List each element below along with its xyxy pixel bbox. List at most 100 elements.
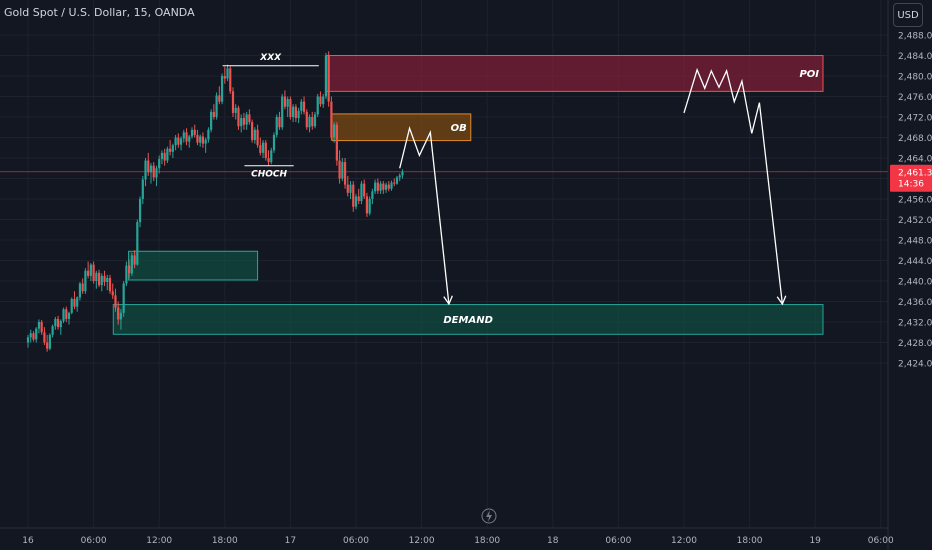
candle-down	[223, 66, 226, 84]
candle-down	[147, 152, 150, 176]
candle-body	[297, 110, 300, 119]
candle-up	[125, 261, 128, 287]
candle-body	[81, 283, 84, 292]
candle-up	[54, 316, 57, 330]
candle-body	[117, 307, 120, 320]
candle-body	[327, 55, 330, 102]
candle-down	[108, 274, 112, 294]
current-price-tag	[890, 164, 932, 192]
candle-body	[343, 162, 347, 185]
candle-down	[201, 132, 205, 148]
candle-body	[261, 142, 265, 153]
candle-up	[390, 180, 393, 191]
candle-up	[333, 122, 336, 143]
candle-up	[297, 107, 300, 124]
candle-up	[76, 296, 79, 312]
candle-up	[275, 114, 278, 138]
candle-body	[360, 183, 363, 202]
candle-body	[125, 265, 128, 284]
time-axis[interactable]: 16 06:00 12:00 18:00 17 06:00 12:00 18:00 18 06:0…	[0, 527, 894, 546]
candle-up	[371, 188, 374, 205]
candle-body	[341, 162, 344, 179]
candle-down	[32, 331, 35, 342]
candle-body	[87, 270, 90, 276]
candle-body	[365, 196, 369, 214]
candle-down	[229, 65, 232, 94]
candle-body	[234, 107, 237, 113]
candle-down	[81, 278, 84, 294]
candle-body	[278, 117, 281, 128]
candle-body	[357, 196, 360, 202]
candle-body	[188, 136, 191, 142]
time-tick-label: 06:00	[81, 536, 107, 546]
time-tick-label: 18	[547, 536, 559, 546]
candle-body	[313, 114, 317, 127]
candle-up	[138, 196, 142, 228]
candle-up	[37, 319, 41, 334]
price-tick-label: 2,464.000	[898, 155, 932, 165]
candle-body	[333, 124, 336, 138]
candle-body	[218, 95, 221, 102]
replay-bolt-icon[interactable]	[481, 508, 497, 524]
candle-down	[111, 283, 114, 299]
candle-up	[136, 219, 139, 266]
candle-down	[393, 178, 396, 187]
candle-body	[379, 183, 382, 191]
zone-demand	[112, 304, 824, 335]
candle-down	[338, 150, 341, 184]
candle-body	[338, 160, 341, 179]
candle-body	[292, 106, 295, 117]
candle-down	[343, 158, 347, 189]
candle-up	[360, 181, 363, 205]
price-tick-label: 2,424.000	[898, 360, 932, 370]
candle-up	[308, 114, 311, 133]
candle-body	[270, 150, 273, 163]
currency-button[interactable]: USD	[893, 3, 923, 27]
candle-body	[352, 184, 355, 207]
candle-body	[46, 342, 49, 349]
candle-body	[308, 117, 311, 128]
candle-body	[177, 137, 180, 145]
zone-demand-small	[128, 250, 259, 281]
candle-up	[349, 181, 352, 199]
candle-body	[155, 168, 158, 178]
zone-label-poi: POI	[799, 69, 819, 80]
candle-down	[114, 288, 117, 312]
candle-body	[51, 326, 54, 335]
candle-down	[357, 188, 360, 205]
candle-down	[128, 259, 131, 279]
candle-up	[322, 93, 325, 108]
candle-body	[259, 145, 262, 153]
annotations-layer: XXX CHOCH	[222, 53, 319, 180]
candle-up	[210, 109, 213, 133]
candle-down	[212, 104, 215, 120]
candle-down	[302, 96, 306, 115]
candle-down	[46, 334, 49, 352]
price-tick-label: 2,448.000	[898, 237, 932, 247]
projection-arrowhead-1	[443, 295, 453, 306]
candle-body	[103, 275, 106, 283]
candle-body	[62, 309, 65, 321]
price-axis[interactable]: 2,488.000 2,484.000 2,480.000 2,476.000 2,47…	[887, 0, 932, 550]
candle-body	[29, 333, 32, 338]
candle-body	[32, 333, 35, 340]
candle-down	[387, 181, 390, 192]
candle-body	[229, 68, 232, 92]
candle-up	[234, 104, 237, 120]
candle-up	[70, 297, 73, 315]
candle-up	[119, 309, 123, 330]
candle-down	[152, 162, 155, 182]
candle-down	[294, 104, 297, 123]
candle-down	[352, 181, 355, 212]
candle-body	[302, 101, 306, 112]
candle-body	[193, 129, 196, 135]
candle-body	[133, 255, 136, 265]
candle-body	[316, 96, 319, 115]
price-tick-label: 2,480.000	[898, 73, 932, 83]
candle-body	[40, 322, 43, 333]
projection-path-1	[399, 126, 450, 305]
candle-body	[253, 129, 256, 141]
candle-body	[300, 101, 303, 111]
candle-body	[122, 283, 125, 313]
